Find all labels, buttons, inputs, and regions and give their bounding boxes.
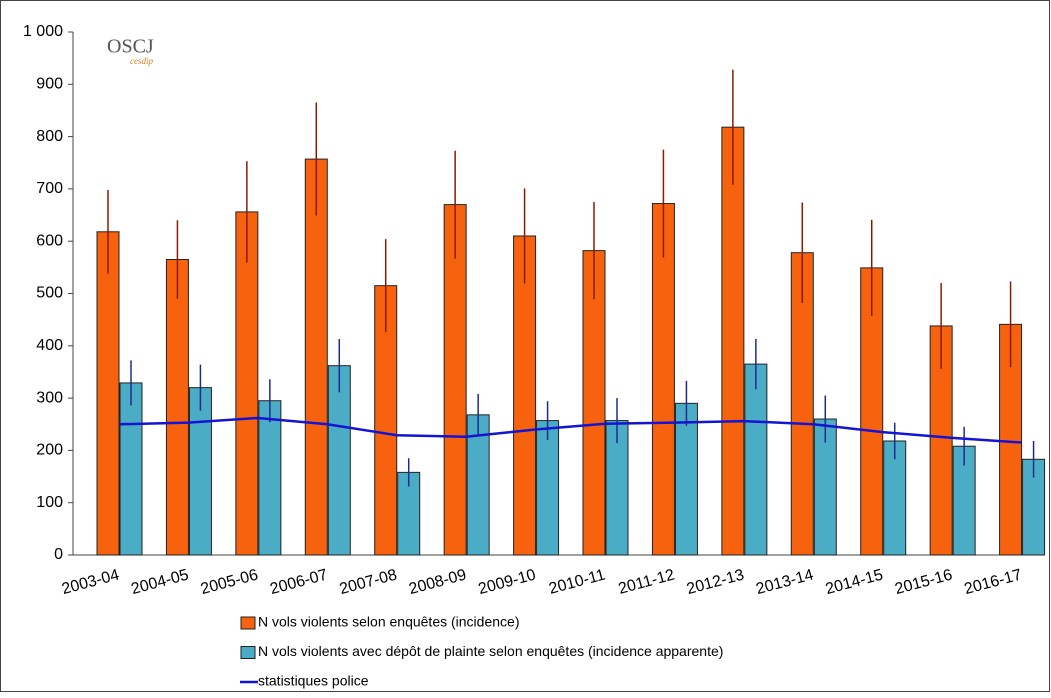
y-tick-label: 700: [36, 180, 63, 197]
bar: [258, 400, 282, 556]
bar: [165, 259, 189, 556]
bar: [674, 402, 698, 556]
y-tick-label: 400: [36, 337, 63, 354]
y-tick-label: 800: [36, 128, 63, 145]
bar: [744, 363, 768, 556]
line-series: [118, 416, 1022, 444]
legend-label: N vols violents selon enquêtes (incidenc…: [258, 614, 519, 630]
y-tick-label: 900: [36, 76, 63, 93]
y-tick-label: 1 000: [23, 23, 63, 40]
legend-swatch: [240, 646, 256, 659]
bar: [327, 365, 351, 556]
bar: [304, 158, 328, 556]
logo-subtitle: cesdip: [130, 56, 153, 66]
bar: [96, 231, 120, 556]
logo: OSCJ: [107, 36, 154, 58]
legend-label: N vols violents avec dépôt de plainte se…: [258, 643, 723, 659]
y-tick-label: 100: [36, 494, 63, 511]
y-tick-label: 300: [36, 389, 63, 406]
legend-swatch: [240, 616, 256, 630]
bar: [513, 235, 537, 556]
bar: [721, 126, 745, 556]
legend-label: statistiques police: [258, 673, 369, 689]
y-tick-label: 0: [54, 546, 63, 563]
bar: [119, 382, 143, 556]
y-tick-label: 500: [36, 285, 63, 302]
bar: [536, 420, 560, 556]
bar: [188, 387, 212, 556]
y-tick-label: 200: [36, 442, 63, 459]
y-tick-label: 600: [36, 232, 63, 249]
bar: [235, 211, 259, 556]
